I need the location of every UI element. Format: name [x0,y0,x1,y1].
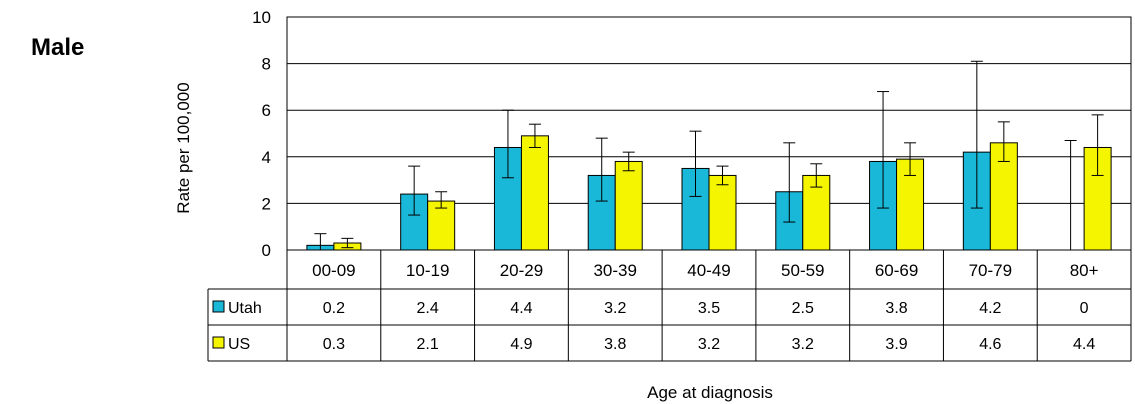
x-category-label: 30-39 [593,261,636,280]
legend-label-us: US [228,336,250,353]
table-cell-value: 3.8 [885,300,907,317]
y-axis-title: Rate per 100,000 [174,82,193,213]
y-tick-label: 8 [262,55,271,74]
table-cell-value: 4.2 [979,300,1001,317]
x-category-label: 80+ [1070,261,1099,280]
table-cell-value: 3.2 [792,336,814,353]
legend-swatch-utah [212,300,225,313]
table-cell-value: 2.4 [417,300,439,317]
x-category-label: 60-69 [875,261,918,280]
table-cell-value: 3.2 [604,300,626,317]
table-cell-value: 4.9 [510,336,532,353]
x-category-label: 00-09 [312,261,355,280]
table-cell-value: 0 [1080,300,1089,317]
table-cell-value: 4.6 [979,336,1001,353]
table-cell-value: 3.9 [885,336,907,353]
data-table: 00-09 10-19 20-29 30-39 40-49 50-59 60-69 70-79… [207,250,1132,362]
table-cell-value: 3.5 [698,300,720,317]
y-tick-label: 0 [262,241,271,260]
y-tick-label: 4 [262,148,271,167]
x-category-label: 10-19 [406,261,449,280]
table-cell-value: 0.2 [323,300,345,317]
y-tick-label: 6 [262,101,271,120]
y-tick-label: 10 [252,8,271,27]
table-cell-value: 4.4 [510,300,532,317]
panel-label: Male [31,34,84,61]
table-cell-value: 2.1 [417,336,439,353]
x-category-label: 20-29 [500,261,543,280]
legend-label-utah: Utah [228,300,262,317]
table-cell-value: 3.8 [604,336,626,353]
table-cell-value: 2.5 [792,300,814,317]
x-category-label: 70-79 [969,261,1012,280]
y-tick-label: 2 [262,194,271,213]
x-category-label: 50-59 [781,261,824,280]
bar-us [520,135,549,251]
plot-area: 0 2 4 6 8 10 [252,8,1132,260]
table-cell-value: 3.2 [698,336,720,353]
x-category-label: 40-49 [687,261,730,280]
table-cell-value: 4.4 [1073,336,1095,353]
plot-frame [286,16,1132,251]
bar-us [708,174,737,251]
bar-us [614,160,643,251]
table-cell-value: 0.3 [323,336,345,353]
legend-swatch-us [212,336,225,349]
x-axis-title: Age at diagnosis [647,383,773,402]
